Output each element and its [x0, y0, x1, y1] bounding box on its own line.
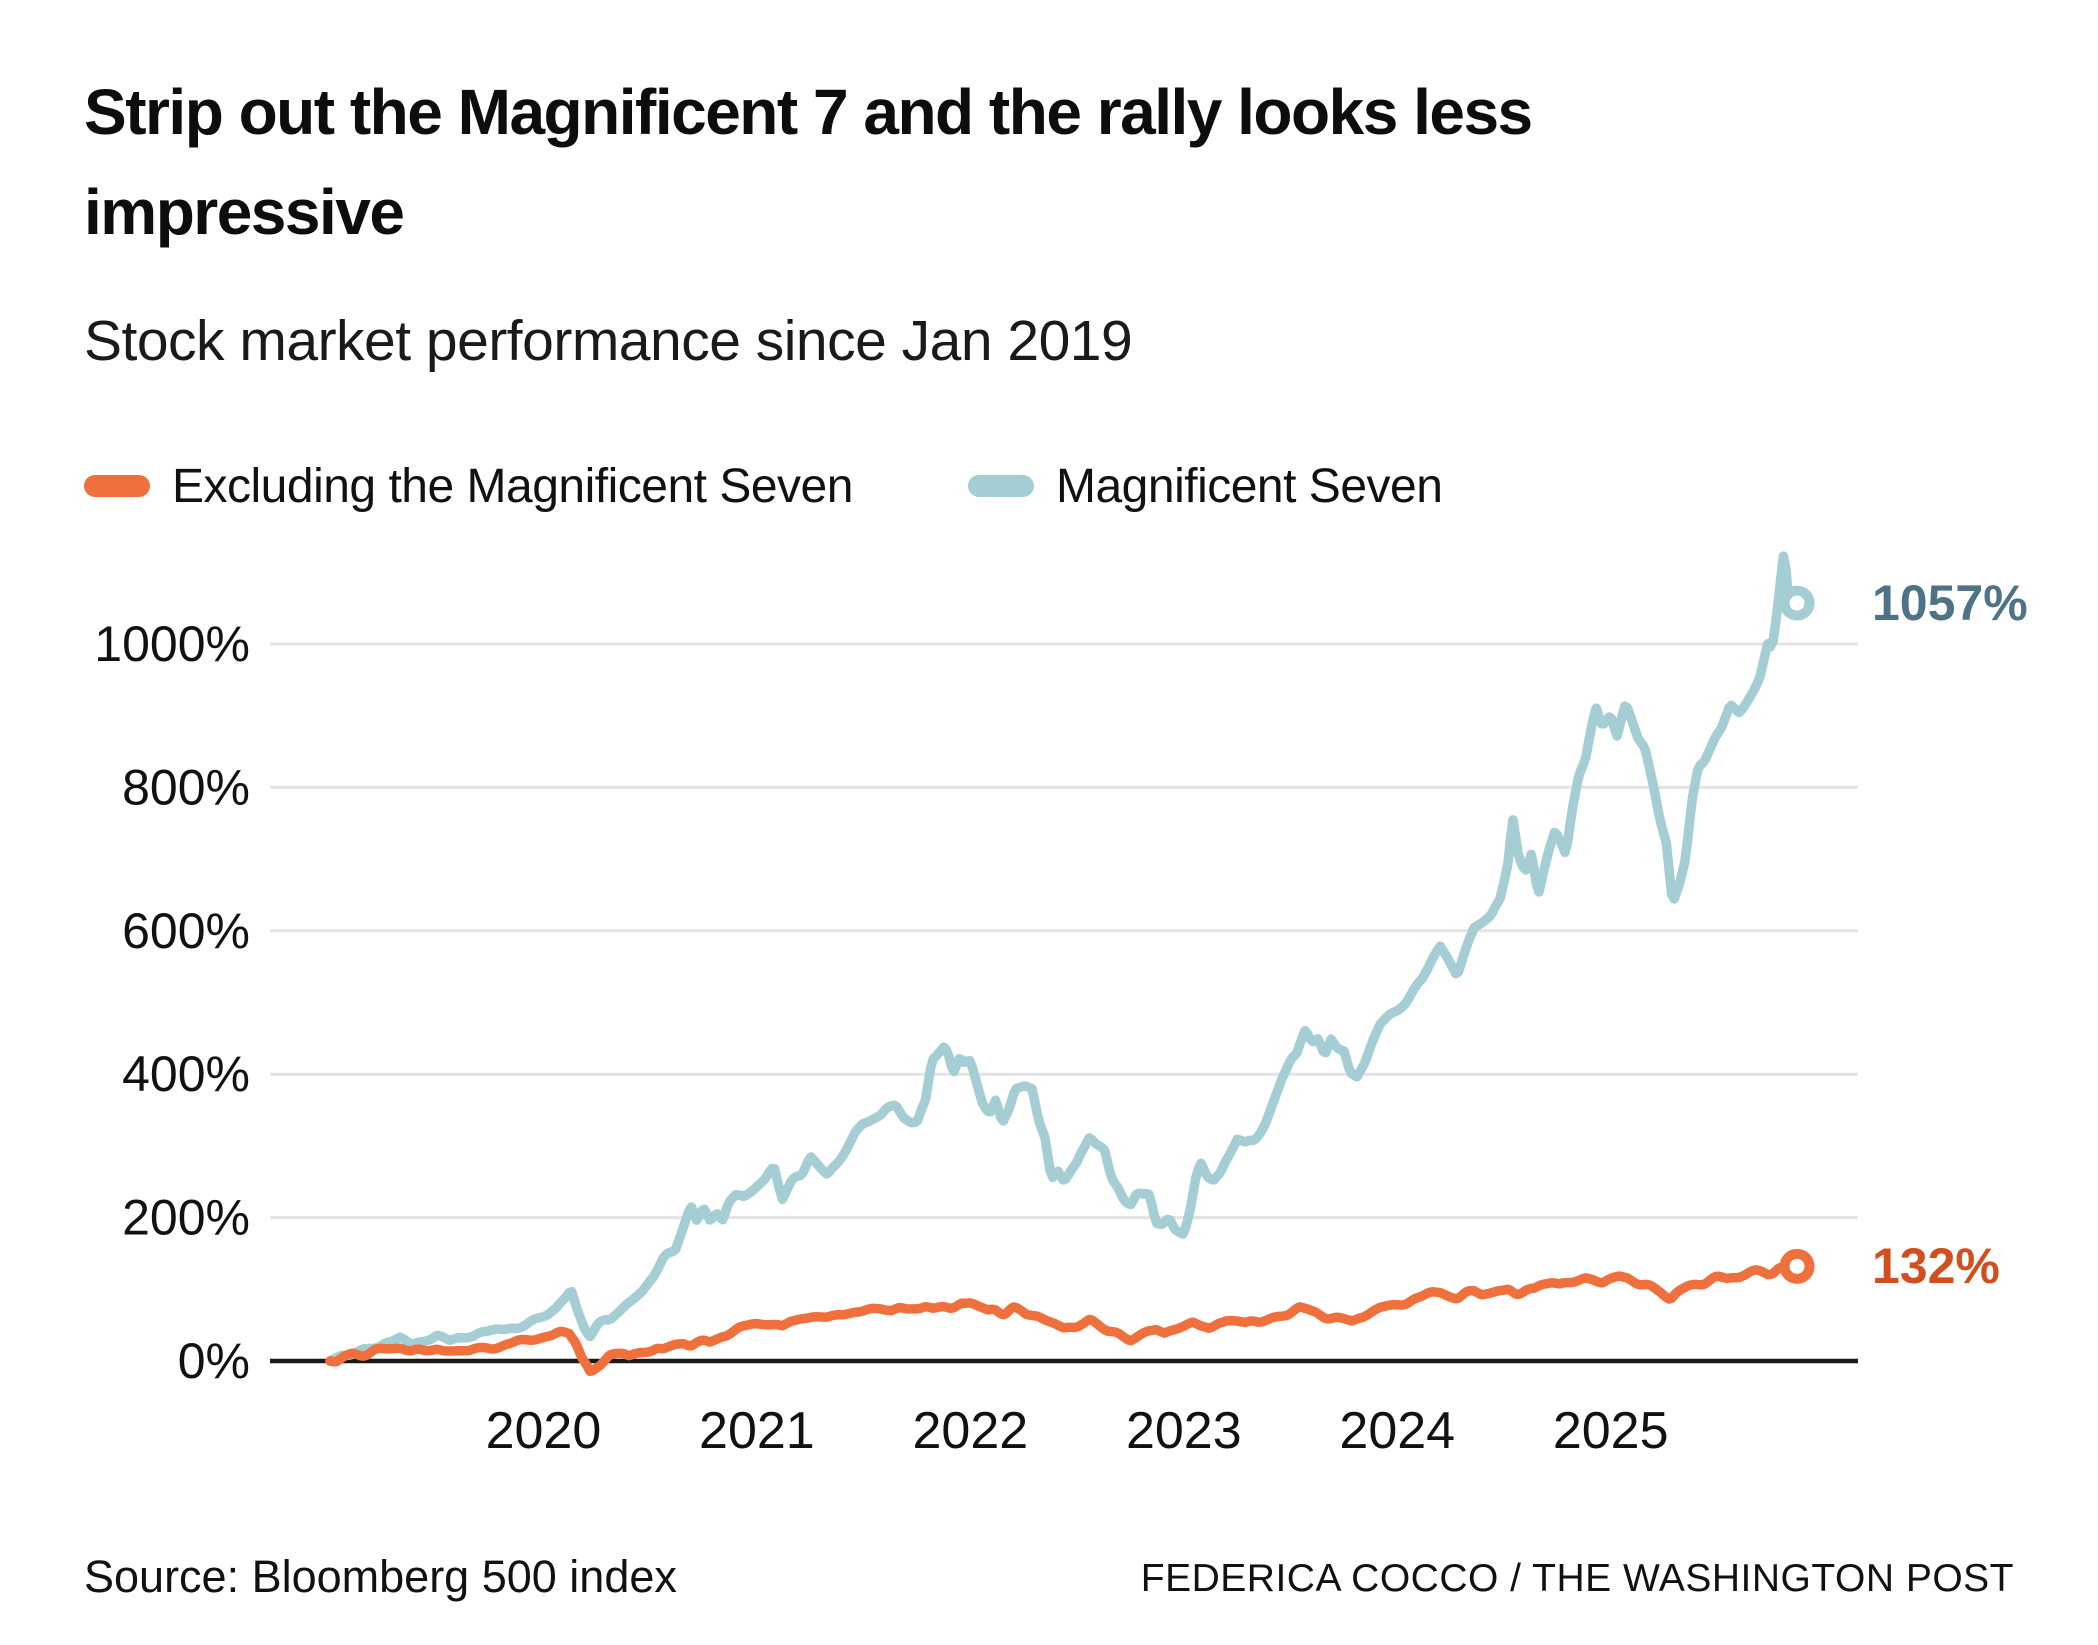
y-tick-label-200: 200% — [122, 1190, 250, 1246]
end-ring-ex-mag7 — [1779, 1248, 1815, 1284]
x-tick-label-2020: 2020 — [486, 1402, 602, 1460]
y-tick-label-800: 800% — [122, 759, 250, 815]
y-tick-label-400: 400% — [122, 1046, 250, 1102]
x-tick-label-2024: 2024 — [1339, 1402, 1455, 1460]
series-line-mag7 — [325, 551, 1802, 1366]
gridlines — [270, 642, 1858, 1220]
y-tick-label-0: 0% — [178, 1333, 250, 1389]
chart-title: Strip out the Magnificent 7 and the rall… — [84, 62, 1964, 262]
chart-subtitle: Stock market performance since Jan 2019 — [84, 309, 1133, 373]
x-tick-label-2023: 2023 — [1126, 1402, 1242, 1460]
end-ring-mag7 — [1779, 585, 1815, 621]
y-tick-label-600: 600% — [122, 903, 250, 959]
series-line-ex-mag7 — [325, 1261, 1802, 1376]
legend-swatch-ex-mag7 — [84, 475, 150, 497]
legend-swatch-mag7 — [968, 475, 1034, 497]
y-tick-label-1000: 1000% — [94, 616, 250, 672]
chart-title-line2: impressive — [84, 176, 405, 248]
end-value-label-ex-mag7: 132% — [1872, 1238, 2000, 1295]
chart-title-line1: Strip out the Magnificent 7 and the rall… — [84, 76, 1533, 148]
legend-item-mag7: Magnificent Seven — [968, 458, 1443, 514]
y-axis-tick-labels: 0% 200% 400% 600% 800% 1000% — [94, 616, 250, 1389]
x-tick-label-2022: 2022 — [913, 1402, 1029, 1460]
legend-item-ex-mag7: Excluding the Magnificent Seven — [84, 458, 853, 514]
end-value-label-mag7: 1057% — [1872, 575, 2028, 632]
legend-label-mag7: Magnificent Seven — [1056, 459, 1443, 513]
x-tick-label-2021: 2021 — [699, 1402, 815, 1460]
end-point-rings — [1779, 585, 1815, 1284]
x-axis-tick-labels: 2020 2021 2022 2023 2024 2025 — [486, 1402, 1669, 1460]
byline-credit: FEDERICA COCCO / THE WASHINGTON POST — [1140, 1557, 2014, 1600]
legend: Excluding the Magnificent Seven Magnific… — [0, 458, 2098, 514]
legend-label-ex-mag7: Excluding the Magnificent Seven — [172, 459, 853, 513]
data-series-lines — [325, 551, 1802, 1376]
x-tick-label-2025: 2025 — [1553, 1402, 1669, 1460]
source-note: Source: Bloomberg 500 index — [84, 1551, 677, 1602]
